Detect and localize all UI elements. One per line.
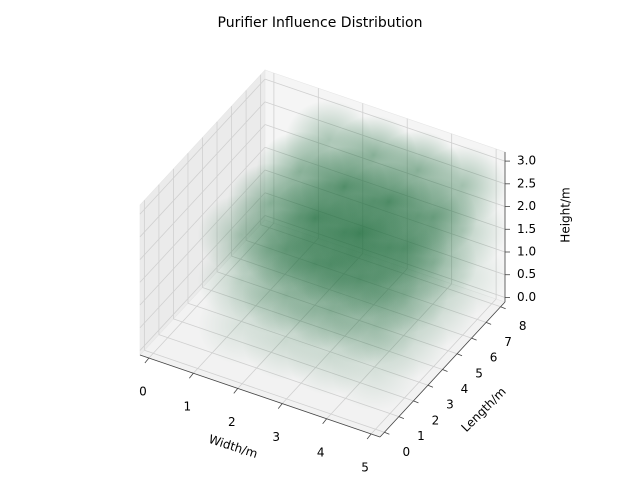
grid-line — [144, 349, 385, 433]
y-tick-label: 3 — [446, 398, 454, 412]
z-tick-label: 0.0 — [517, 290, 536, 304]
grid-line — [139, 124, 266, 260]
x-tick-label: 0 — [139, 385, 147, 399]
z-tick-label: 1.0 — [517, 245, 536, 259]
x-tick-label: 5 — [361, 460, 369, 474]
x-tick-label: 1 — [184, 400, 192, 414]
x-axis-label: Width/m — [207, 432, 259, 461]
z-tick-label: 2.0 — [517, 199, 536, 213]
y-tick-label: 7 — [504, 335, 512, 349]
grid-line — [139, 78, 266, 215]
z-tick-label: 2.5 — [517, 176, 536, 190]
point — [418, 145, 507, 226]
y-tick — [500, 306, 506, 310]
y-tick — [485, 322, 492, 325]
x-tick — [144, 357, 150, 364]
y-tick-label: 4 — [461, 382, 469, 396]
z-tick-label: 1.5 — [517, 222, 536, 236]
x-tick — [233, 388, 239, 394]
y-tick-label: 5 — [475, 366, 483, 380]
y-tick — [471, 337, 477, 341]
y-tick — [456, 353, 463, 357]
x-axis-line — [139, 354, 381, 438]
y-tick-label: 2 — [432, 413, 440, 427]
x-tick — [322, 418, 327, 425]
y-tick-label: 1 — [417, 429, 425, 443]
x-tick-label: 2 — [228, 415, 236, 429]
grid-line — [139, 147, 266, 283]
chart-title: Purifier Influence Distribution — [218, 15, 423, 31]
z-tick-label: 0.5 — [517, 267, 536, 281]
x-tick — [277, 403, 283, 409]
z-axis-label: Height/m — [559, 187, 573, 242]
y-tick — [413, 400, 419, 404]
z-tick-label: 3.0 — [517, 154, 536, 168]
y-tick — [384, 431, 390, 435]
y-tick-label: 6 — [490, 351, 498, 365]
y-tick — [442, 369, 448, 372]
y-tick — [398, 416, 405, 419]
grid-line — [139, 101, 266, 238]
x-tick-label: 3 — [272, 430, 280, 444]
x-tick — [366, 433, 372, 440]
x-tick — [189, 372, 194, 379]
y-tick — [427, 384, 434, 388]
y-tick-label: 8 — [519, 319, 527, 333]
x-tick-label: 4 — [317, 445, 325, 459]
y-tick-label: 0 — [403, 445, 411, 459]
